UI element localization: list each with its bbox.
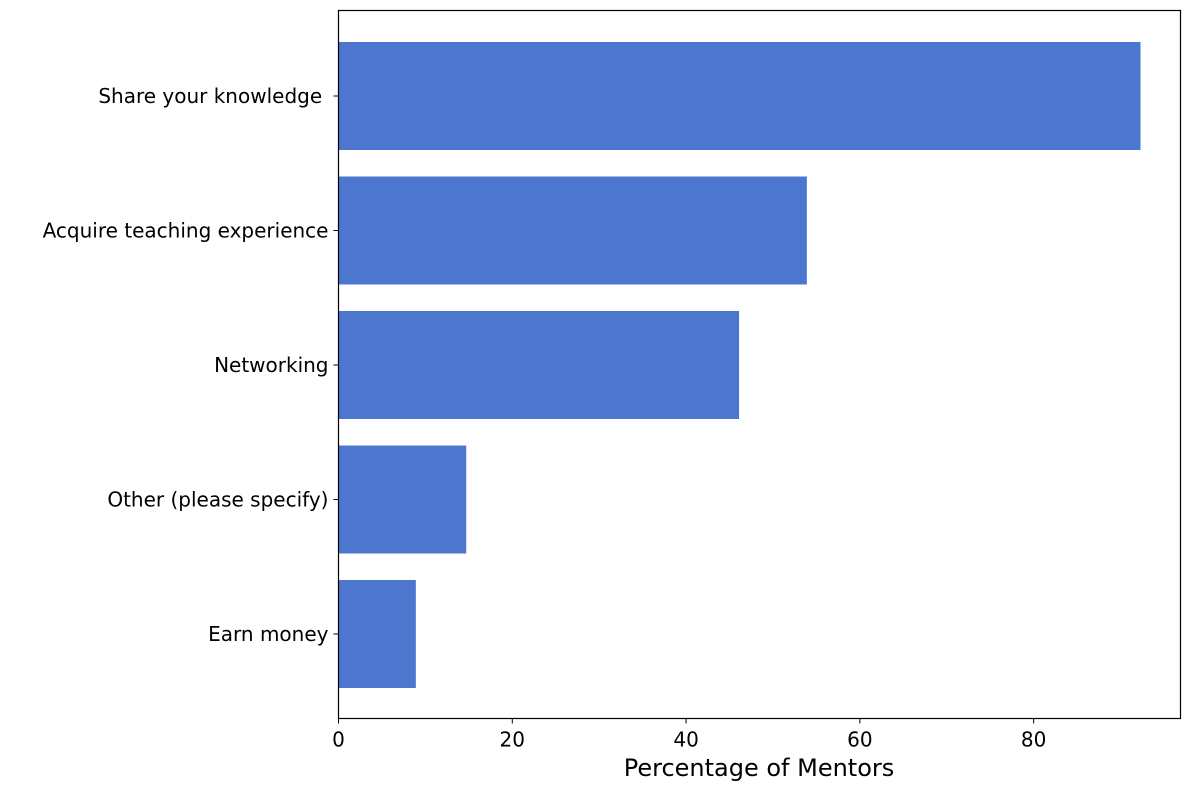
bar-1 [338,176,807,285]
y-tick-label-0: Share your knowledge [98,84,328,108]
x-tick-label-4: 80 [1021,728,1046,752]
x-tick-label-3: 60 [847,728,872,752]
y-tick-label-4: Earn money [208,622,328,646]
y-tick-label-1: Acquire teaching experience [43,219,329,243]
bar-2 [338,311,740,419]
bar-0 [338,42,1141,150]
plot-frame [337,9,1182,720]
x-axis-ticks: 0 20 40 60 80 [332,718,1046,752]
x-axis-title: Percentage of Mentors [624,754,895,782]
bar-4 [338,580,416,688]
x-tick-label-2: 40 [673,728,698,752]
y-tick-label-2: Networking [214,353,328,377]
bars-group [338,42,1141,688]
y-tick-label-3: Other (please specify) [107,488,328,512]
x-tick-label-1: 20 [500,728,525,752]
bar-3 [338,445,467,554]
y-axis-ticks: Share your knowledge Acquire teaching ex… [43,84,339,646]
x-tick-label-0: 0 [332,728,345,752]
